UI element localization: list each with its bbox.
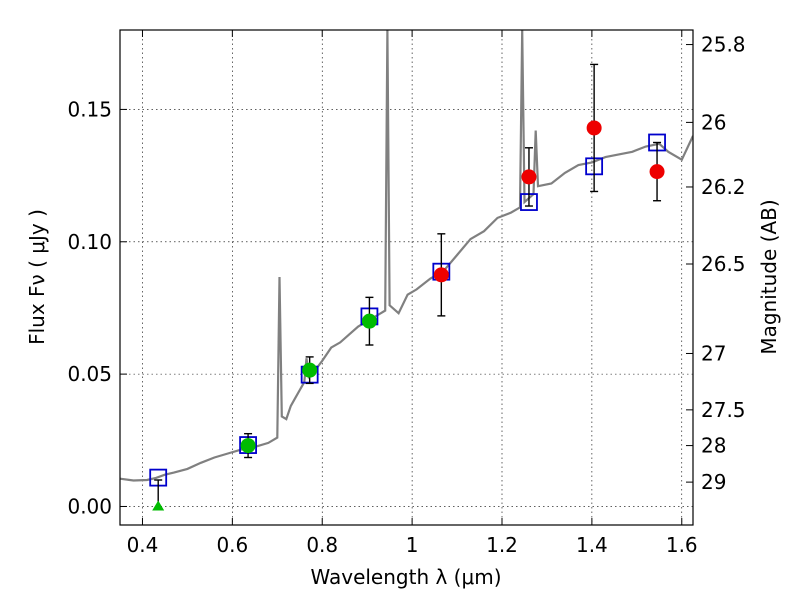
- x-tick-label: 0.8: [306, 533, 338, 557]
- upper-limit-triangle: [152, 500, 165, 511]
- mag-tick-label: 28: [701, 434, 726, 458]
- mag-tick-label: 26: [701, 110, 726, 134]
- grid-lines: [120, 30, 693, 525]
- red-data-point: [521, 169, 537, 185]
- mag-tick-label: 27.5: [701, 398, 746, 422]
- y-tick-label: 0.00: [67, 494, 112, 518]
- green-data-point: [302, 362, 318, 378]
- mag-tick-label: 26.5: [701, 252, 746, 276]
- x-tick-label: 1.2: [486, 533, 518, 557]
- x-axis-label: Wavelength λ (μm): [310, 565, 501, 589]
- x-tick-label: 1.6: [666, 533, 698, 557]
- plot-area: [120, 30, 693, 511]
- red-data-point: [586, 120, 602, 136]
- plot-frame: [119, 29, 694, 526]
- green-data-point: [240, 438, 256, 454]
- x-tick-label: 1.4: [576, 533, 608, 557]
- mag-tick-label: 25.8: [701, 33, 746, 57]
- y-tick-label: 0.10: [67, 230, 112, 254]
- red-data-point: [649, 164, 665, 180]
- y-tick-label: 0.05: [67, 362, 112, 386]
- y2-axis-label: Magnitude (AB): [757, 199, 781, 354]
- axis-ticks: 0.4 0.6 0.8 1 1.2 1.4 1.6 0.00 0.05 0.10 0.15 25.8 2…: [67, 30, 746, 557]
- y-tick-label: 0.15: [67, 97, 112, 121]
- mag-tick-label: 26.2: [701, 175, 746, 199]
- green-data-point: [361, 313, 377, 329]
- mag-tick-label: 27: [701, 341, 726, 365]
- x-tick-label: 0.4: [127, 533, 159, 557]
- y-axis-label: Flux Fν ( μJy ): [25, 209, 49, 345]
- x-tick-label: 0.6: [216, 533, 248, 557]
- mag-tick-label: 29: [701, 470, 726, 494]
- red-data-point: [433, 267, 449, 283]
- x-tick-label: 1: [406, 533, 419, 557]
